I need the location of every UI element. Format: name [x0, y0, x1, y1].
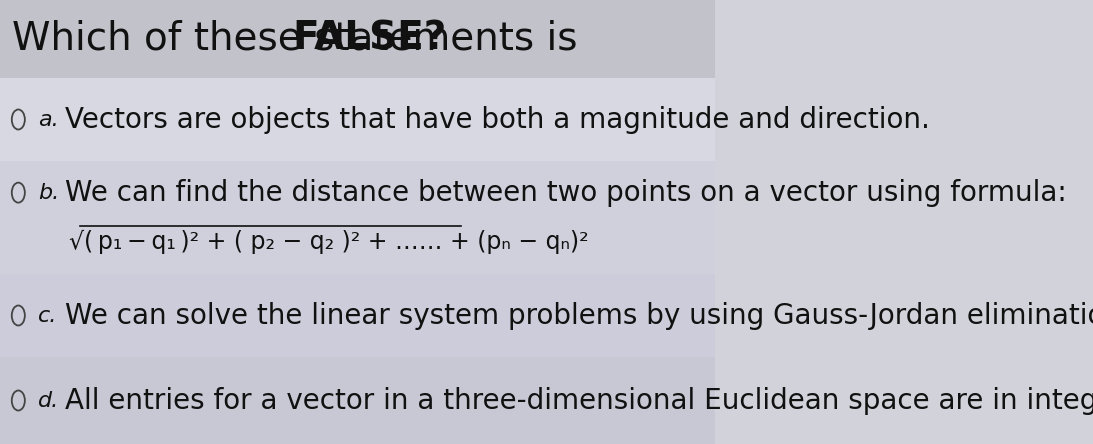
- Bar: [0, 274, 715, 357]
- Text: All entries for a vector in a three-dimensional Euclidean space are in integers : All entries for a vector in a three-dime…: [66, 386, 1093, 415]
- Text: a.: a.: [38, 110, 59, 130]
- Bar: [0, 357, 715, 444]
- Bar: [0, 78, 715, 161]
- Text: We can solve the linear system problems by using Gauss-Jordan elimination.: We can solve the linear system problems …: [66, 301, 1093, 329]
- Text: b.: b.: [38, 182, 59, 202]
- Text: We can find the distance between two points on a vector using formula:: We can find the distance between two poi…: [66, 178, 1067, 206]
- Text: c.: c.: [38, 305, 57, 325]
- Text: √( p₁ − q₁ )² + ( p₂ − q₂ )² + …… + (pₙ − qₙ)²: √( p₁ − q₁ )² + ( p₂ − q₂ )² + …… + (pₙ …: [69, 230, 588, 254]
- Text: FALSE?: FALSE?: [293, 20, 447, 58]
- Text: Which of these statements is: Which of these statements is: [12, 20, 589, 58]
- Text: d.: d.: [38, 391, 59, 411]
- Text: Vectors are objects that have both a magnitude and direction.: Vectors are objects that have both a mag…: [66, 106, 930, 134]
- Bar: [0, 161, 715, 274]
- Bar: [0, 0, 715, 78]
